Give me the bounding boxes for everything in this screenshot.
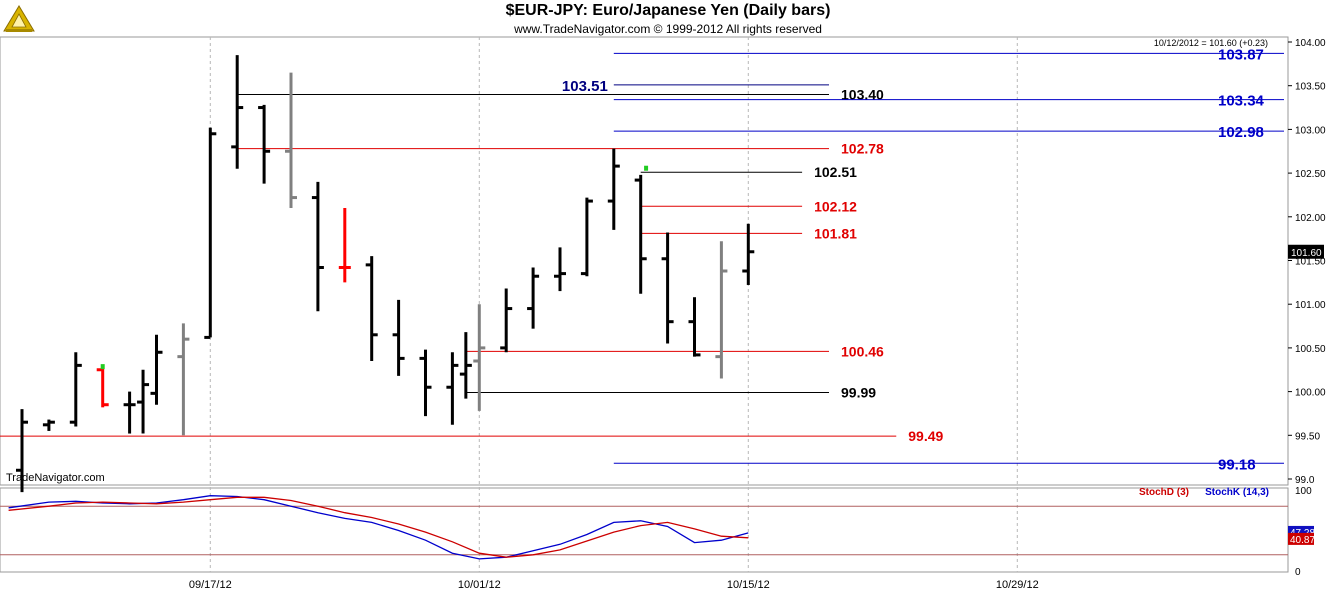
level-label: 102.12 <box>814 198 857 214</box>
level-label: 102.98 <box>1218 124 1264 141</box>
copyright-notice: www.TradeNavigator.com © 1999-2012 All r… <box>514 22 822 36</box>
y-tick-label: 99.0 <box>1295 475 1315 486</box>
indicator-y-tick-label: 0 <box>1295 567 1301 578</box>
x-tick-label: 10/01/12 <box>458 579 501 591</box>
level-label: 103.51 <box>562 78 608 95</box>
y-tick-label: 99.50 <box>1295 431 1320 442</box>
last-price-box <box>1288 244 1324 259</box>
signal-dot <box>100 364 105 370</box>
y-tick-label: 102.50 <box>1295 169 1326 180</box>
stoch-line <box>8 495 749 560</box>
stochd-last-label: 40.87 <box>1290 535 1315 546</box>
y-tick-label: 100.00 <box>1295 388 1326 399</box>
level-label: 99.99 <box>841 384 876 400</box>
level-label: 101.81 <box>814 225 857 241</box>
y-tick-label: 103.00 <box>1295 125 1326 136</box>
price-panel <box>0 36 1289 486</box>
signal-dot <box>644 165 649 171</box>
level-label: 100.46 <box>841 343 884 359</box>
y-tick-label: 101.00 <box>1295 300 1326 311</box>
level-label: 103.34 <box>1218 93 1265 110</box>
x-tick-label: 09/17/12 <box>189 579 232 591</box>
level-label: 99.18 <box>1218 456 1256 473</box>
level-label: 99.49 <box>908 428 943 444</box>
y-tick-label: 101.50 <box>1295 257 1326 268</box>
stoch-line <box>8 496 749 558</box>
legend-stochd: StochD (3) <box>1139 487 1189 498</box>
chart-title: $EUR-JPY: Euro/Japanese Yen (Daily bars) <box>505 2 831 19</box>
indicator-y-tick-label: 100 <box>1295 486 1312 497</box>
y-tick-label: 102.00 <box>1295 213 1326 224</box>
x-tick-label: 10/15/12 <box>727 579 770 591</box>
level-label: 102.51 <box>814 164 857 180</box>
watermark-label: TradeNavigator.com <box>6 472 105 484</box>
x-tick-label: 10/29/12 <box>996 579 1039 591</box>
stochd-last-box <box>1288 532 1314 545</box>
level-label: 103.40 <box>841 86 884 102</box>
last-quote-note: 10/12/2012 = 101.60 (+0.23) <box>1154 38 1268 48</box>
trade-navigator-logo-icon <box>3 5 35 32</box>
y-tick-label: 100.50 <box>1295 344 1326 355</box>
legend-stochk: StochK (14,3) <box>1205 487 1269 498</box>
level-label: 103.87 <box>1218 46 1264 63</box>
y-tick-label: 103.50 <box>1295 82 1326 93</box>
last-price-label: 101.60 <box>1291 248 1322 259</box>
level-label: 102.78 <box>841 141 884 157</box>
y-tick-label: 104.00 <box>1295 38 1326 49</box>
